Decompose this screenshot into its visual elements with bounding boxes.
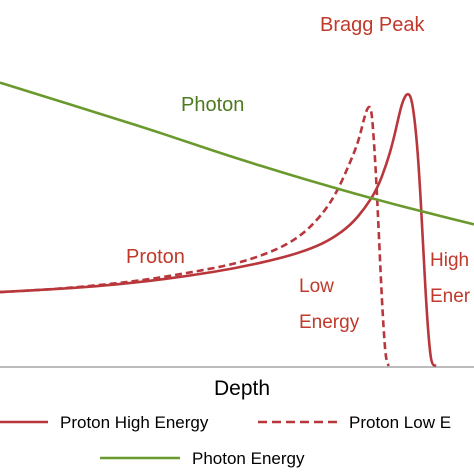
series-layer [0,81,474,368]
low-energy-annotation-line1: Low [299,276,334,297]
photon-energy-line [0,81,474,226]
proton-low-energy-line [0,105,390,367]
x-axis-label: Depth [214,377,270,400]
legend-label-photon-energy: Photon Energy [192,449,305,468]
proton-annotation: Proton [126,246,185,268]
high-energy-annotation-line2: Ener [430,286,471,307]
bragg-peak-annotation: Bragg Peak [320,14,426,36]
legend: Proton High Energy Proton Low E Photon E… [0,413,451,468]
high-energy-annotation-line1: High [430,250,469,271]
low-energy-annotation-line2: Energy [299,312,360,333]
legend-label-proton-low-energy: Proton Low E [349,413,451,432]
proton-high-energy-line [0,92,437,368]
legend-label-proton-high-energy: Proton High Energy [60,413,209,432]
photon-annotation: Photon [181,94,244,116]
